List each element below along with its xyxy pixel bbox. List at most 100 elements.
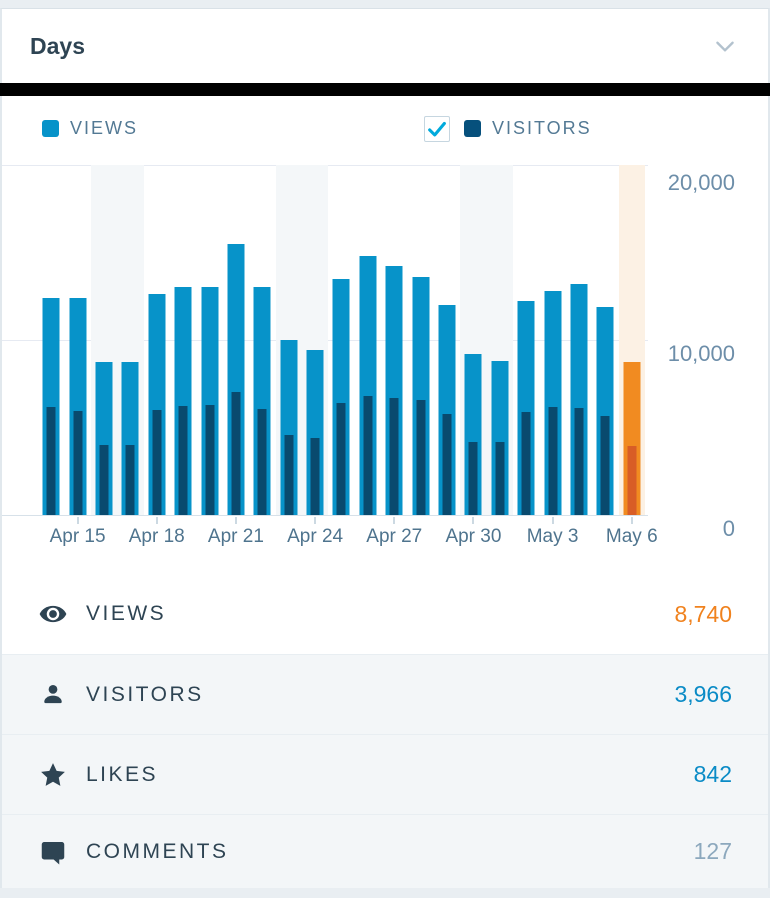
visitors-swatch: [464, 120, 481, 137]
bar-slot[interactable]: [486, 165, 514, 515]
bar-slot[interactable]: [355, 165, 381, 515]
visitors-bar[interactable]: [416, 400, 426, 515]
bar-slots: Apr 15 Apr 18 Apr 21 Apr 24 Apr 27 Apr 30 May …: [38, 165, 658, 547]
visitors-bar[interactable]: [574, 408, 584, 515]
bar-slot[interactable]: Apr 24: [287, 165, 343, 547]
visitors-bar[interactable]: [627, 446, 637, 515]
visitors-bar[interactable]: [125, 445, 135, 515]
summary-row-comments[interactable]: COMMENTS 127: [2, 814, 768, 888]
legend-item-visitors: VISITORS: [424, 96, 592, 161]
period-selector[interactable]: Days: [0, 8, 770, 83]
summary-label: LIKES: [86, 762, 159, 786]
x-axis-tick: [234, 517, 237, 524]
summary-label: VISITORS: [86, 682, 204, 706]
bar-slot[interactable]: [117, 165, 144, 515]
x-axis-label: Apr 15: [49, 526, 106, 547]
visitors-bar[interactable]: [257, 409, 267, 515]
views-swatch: [42, 120, 59, 137]
visitors-bar[interactable]: [495, 442, 505, 515]
visitors-bar[interactable]: [548, 407, 558, 515]
bar-slot[interactable]: [328, 165, 354, 515]
bar-slot[interactable]: Apr 18: [129, 165, 185, 547]
summary-value: 8,740: [674, 600, 732, 627]
visitors-bar[interactable]: [336, 403, 346, 515]
x-axis-tick: [472, 517, 475, 524]
visitors-bar[interactable]: [468, 442, 478, 515]
summary-row-likes[interactable]: LIKES 842: [2, 734, 768, 814]
summary-row-visitors[interactable]: VISITORS 3,966: [2, 654, 768, 734]
summary-value: 842: [693, 761, 732, 787]
x-axis-label: May 6: [605, 526, 658, 547]
x-axis-tick: [393, 517, 396, 524]
bar-slot[interactable]: [38, 165, 64, 515]
x-axis-tick: [551, 517, 554, 524]
summary-value: 127: [693, 838, 732, 864]
bar-slot[interactable]: Apr 15: [50, 165, 106, 547]
legend-item-views: VIEWS: [42, 96, 138, 161]
bar-chart: Apr 15 Apr 18 Apr 21 Apr 24 Apr 27 Apr 30 May …: [2, 161, 768, 574]
visitors-bar[interactable]: [284, 435, 294, 515]
bar-slot[interactable]: [249, 165, 275, 515]
y-axis-tick-20000: 20,000: [667, 170, 735, 195]
bar-slot[interactable]: Apr 27: [366, 165, 422, 547]
x-axis-tick: [76, 517, 79, 524]
visitors-bar[interactable]: [310, 438, 320, 515]
x-axis-label: Apr 21: [207, 526, 264, 547]
summary-label: COMMENTS: [86, 839, 229, 863]
bar-slot[interactable]: [592, 165, 618, 515]
bar-slot[interactable]: [170, 165, 196, 515]
bar-slot[interactable]: May 6: [606, 165, 658, 547]
x-axis-tick: [630, 517, 633, 524]
visitors-bar[interactable]: [152, 410, 162, 515]
x-axis-label: Apr 27: [366, 526, 423, 547]
person-icon: [38, 680, 68, 710]
chart-card: VIEWS VISITORS Apr 15 Apr 18 Apr 21 Apr 24 A…: [0, 96, 770, 888]
summary-value: 3,966: [674, 681, 732, 707]
bar-slot[interactable]: [434, 165, 460, 515]
comment-icon: [38, 837, 68, 867]
visitors-checkbox[interactable]: [424, 115, 450, 142]
page-background-top: [0, 0, 770, 8]
views-legend-label: VIEWS: [70, 118, 139, 138]
divider-bar: [0, 83, 770, 96]
eye-icon: [38, 599, 68, 629]
summary-label: VIEWS: [86, 602, 167, 625]
bar-slot[interactable]: Apr 21: [208, 165, 264, 547]
y-axis-tick-10000: 10,000: [667, 341, 735, 366]
visitors-bar[interactable]: [46, 407, 56, 515]
x-axis-label: Apr 30: [445, 526, 502, 547]
bar-slot[interactable]: [407, 165, 433, 515]
x-axis-line: [2, 515, 648, 516]
bar-slot[interactable]: Apr 30: [445, 165, 501, 547]
chart-legend: VIEWS VISITORS: [2, 96, 768, 161]
period-title: Days: [30, 32, 85, 59]
x-axis-label: Apr 18: [128, 526, 185, 547]
x-axis-label: Apr 24: [287, 526, 344, 547]
visitors-bar[interactable]: [521, 412, 531, 515]
bar-slot[interactable]: [90, 165, 118, 515]
visitors-bar[interactable]: [363, 396, 373, 515]
x-axis-tick: [314, 517, 317, 524]
visitors-bar[interactable]: [205, 405, 215, 515]
chevron-down-icon[interactable]: [712, 33, 738, 59]
visitors-bar[interactable]: [600, 416, 610, 515]
summary-row-views[interactable]: VIEWS 8,740: [2, 574, 768, 654]
checkmark-icon: [428, 121, 446, 137]
visitors-legend-label: VISITORS: [492, 118, 592, 138]
bar-slot[interactable]: [196, 165, 222, 515]
visitors-bar[interactable]: [99, 445, 109, 515]
visitors-bar[interactable]: [231, 392, 241, 515]
x-axis-label: May 3: [526, 526, 579, 547]
visitors-bar[interactable]: [389, 398, 399, 515]
visitors-bar[interactable]: [178, 406, 188, 515]
bar-slot[interactable]: [275, 165, 302, 515]
page-background-bottom: [0, 888, 770, 898]
bar-slot[interactable]: [513, 165, 539, 515]
bar-slot[interactable]: [566, 165, 592, 515]
visitors-bar[interactable]: [442, 414, 452, 515]
x-axis-tick: [155, 517, 158, 524]
star-icon: [38, 760, 68, 790]
visitors-bar[interactable]: [73, 411, 83, 515]
bar-slot[interactable]: May 3: [527, 165, 578, 547]
